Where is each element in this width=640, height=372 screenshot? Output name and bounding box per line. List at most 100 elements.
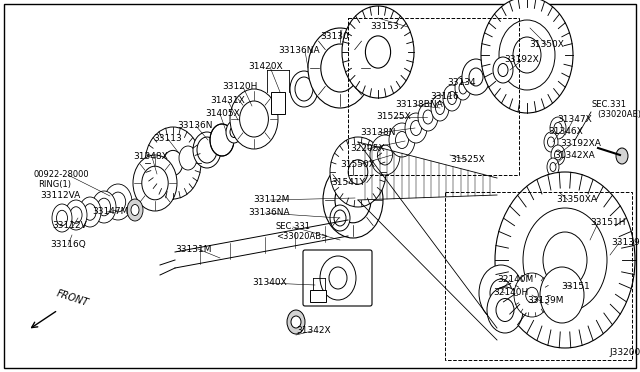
Ellipse shape bbox=[459, 82, 467, 94]
Text: J33200FC: J33200FC bbox=[609, 348, 640, 357]
Ellipse shape bbox=[543, 232, 587, 288]
Text: 31525X: 31525X bbox=[450, 155, 484, 164]
Ellipse shape bbox=[320, 256, 356, 300]
Text: <33020AB>: <33020AB> bbox=[276, 232, 328, 241]
Ellipse shape bbox=[541, 229, 589, 291]
Text: 33138N: 33138N bbox=[360, 128, 396, 137]
Ellipse shape bbox=[523, 208, 607, 312]
Ellipse shape bbox=[455, 76, 471, 100]
Ellipse shape bbox=[496, 298, 514, 321]
Text: 31340X: 31340X bbox=[252, 278, 287, 287]
Ellipse shape bbox=[511, 35, 543, 75]
Text: 31541Y: 31541Y bbox=[331, 178, 365, 187]
Ellipse shape bbox=[396, 131, 408, 148]
Text: 33136N: 33136N bbox=[177, 121, 212, 130]
Ellipse shape bbox=[323, 162, 383, 238]
Ellipse shape bbox=[179, 146, 197, 170]
Ellipse shape bbox=[487, 287, 523, 333]
Text: 31342XA: 31342XA bbox=[554, 151, 595, 160]
Ellipse shape bbox=[84, 204, 96, 220]
Ellipse shape bbox=[490, 279, 512, 307]
Ellipse shape bbox=[56, 210, 67, 226]
Text: 31550X: 31550X bbox=[340, 160, 375, 169]
Text: 33136NA: 33136NA bbox=[248, 208, 290, 217]
Ellipse shape bbox=[127, 199, 143, 221]
Text: 31350X: 31350X bbox=[529, 40, 564, 49]
Text: 33192X: 33192X bbox=[504, 55, 539, 64]
Ellipse shape bbox=[290, 71, 318, 107]
Text: 31342X: 31342X bbox=[296, 326, 331, 335]
Text: 31420X: 31420X bbox=[248, 62, 283, 71]
Ellipse shape bbox=[550, 117, 566, 139]
Text: 33112V: 33112V bbox=[52, 221, 87, 230]
Text: (33020AE): (33020AE) bbox=[597, 110, 640, 119]
Ellipse shape bbox=[131, 205, 139, 215]
Ellipse shape bbox=[554, 122, 562, 134]
Ellipse shape bbox=[481, 0, 573, 113]
Ellipse shape bbox=[418, 103, 438, 131]
Text: 33151: 33151 bbox=[561, 282, 589, 291]
Text: 33120H: 33120H bbox=[222, 82, 257, 91]
Ellipse shape bbox=[499, 20, 555, 90]
Ellipse shape bbox=[435, 102, 445, 115]
Ellipse shape bbox=[498, 64, 508, 77]
Text: 33139M: 33139M bbox=[527, 296, 563, 305]
Text: 33153: 33153 bbox=[370, 22, 399, 31]
Ellipse shape bbox=[462, 59, 490, 95]
Ellipse shape bbox=[295, 77, 313, 101]
Text: 33116Q: 33116Q bbox=[50, 240, 86, 249]
Ellipse shape bbox=[334, 210, 346, 226]
Text: 31350XA: 31350XA bbox=[556, 195, 597, 204]
Ellipse shape bbox=[197, 137, 217, 163]
Ellipse shape bbox=[230, 126, 238, 138]
Text: SEC.331: SEC.331 bbox=[276, 222, 311, 231]
Ellipse shape bbox=[479, 265, 523, 321]
Ellipse shape bbox=[431, 95, 449, 121]
Bar bbox=[271, 92, 285, 114]
Text: 33131M: 33131M bbox=[175, 245, 211, 254]
Ellipse shape bbox=[110, 192, 125, 212]
Text: 33113: 33113 bbox=[153, 134, 182, 143]
Ellipse shape bbox=[52, 204, 72, 232]
Ellipse shape bbox=[547, 158, 559, 176]
Text: 33151H: 33151H bbox=[590, 218, 625, 227]
Ellipse shape bbox=[544, 132, 558, 152]
Text: RING(1): RING(1) bbox=[38, 180, 71, 189]
Text: 33134: 33134 bbox=[447, 78, 476, 87]
Ellipse shape bbox=[365, 36, 390, 68]
Text: 32140M: 32140M bbox=[497, 275, 533, 284]
Text: 31347X: 31347X bbox=[557, 115, 592, 124]
Ellipse shape bbox=[335, 177, 371, 223]
Ellipse shape bbox=[493, 57, 513, 83]
Text: 31525X: 31525X bbox=[376, 112, 411, 121]
Ellipse shape bbox=[163, 150, 183, 176]
Ellipse shape bbox=[550, 163, 556, 171]
Ellipse shape bbox=[104, 184, 132, 220]
Ellipse shape bbox=[540, 267, 584, 323]
Bar bbox=[445, 192, 632, 360]
Ellipse shape bbox=[97, 198, 111, 216]
Text: 31405X: 31405X bbox=[205, 109, 240, 118]
Text: FRONT: FRONT bbox=[55, 288, 90, 308]
Ellipse shape bbox=[65, 200, 87, 230]
Ellipse shape bbox=[330, 137, 386, 207]
Ellipse shape bbox=[142, 166, 168, 200]
Ellipse shape bbox=[513, 37, 541, 73]
Ellipse shape bbox=[133, 155, 177, 211]
Text: 31348X: 31348X bbox=[133, 152, 168, 161]
Text: 33116: 33116 bbox=[430, 92, 459, 101]
Ellipse shape bbox=[616, 148, 628, 164]
Ellipse shape bbox=[230, 89, 278, 149]
Text: 31346X: 31346X bbox=[548, 127, 583, 136]
Ellipse shape bbox=[554, 150, 561, 160]
Ellipse shape bbox=[92, 191, 116, 223]
Ellipse shape bbox=[70, 207, 82, 223]
Text: 33139MA: 33139MA bbox=[611, 238, 640, 247]
FancyBboxPatch shape bbox=[303, 250, 372, 306]
Ellipse shape bbox=[423, 110, 433, 124]
Ellipse shape bbox=[547, 137, 554, 147]
Ellipse shape bbox=[321, 44, 359, 92]
Ellipse shape bbox=[495, 172, 635, 348]
Text: 00922-28000: 00922-28000 bbox=[34, 170, 90, 179]
Ellipse shape bbox=[447, 92, 456, 105]
